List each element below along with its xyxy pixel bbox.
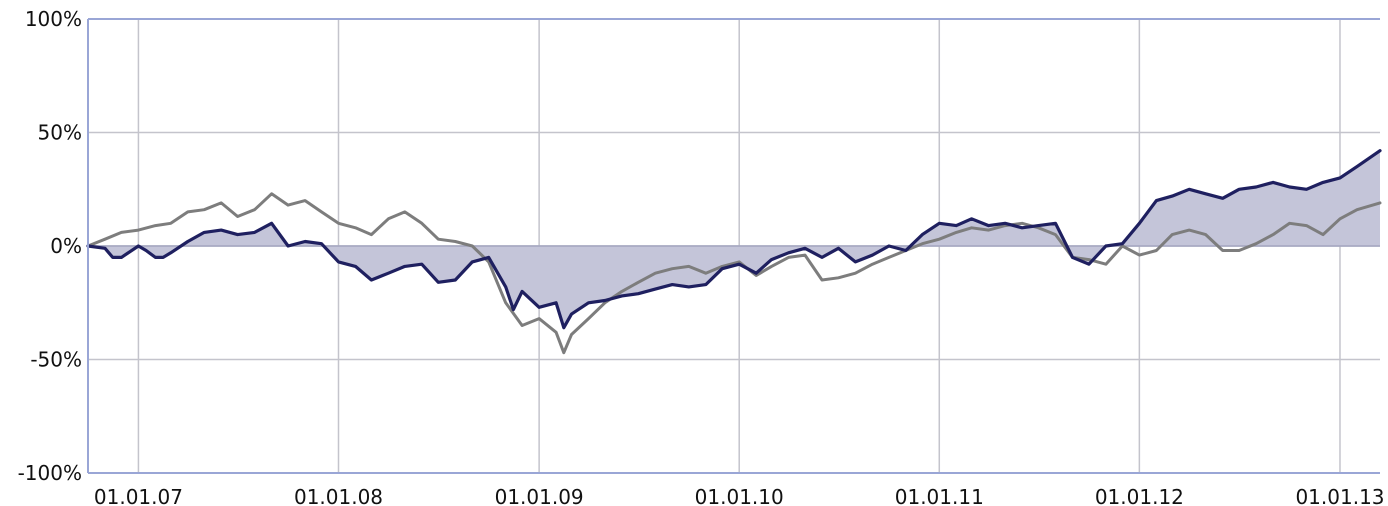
y-axis-tick-labels: 100% 50% 0% -50% -100% [18, 7, 82, 485]
x-tick-label: 01.01.08 [294, 485, 383, 506]
y-tick-label: -50% [30, 348, 82, 372]
y-tick-label: 50% [38, 121, 82, 145]
x-tick-label: 01.01.10 [695, 485, 784, 506]
y-tick-label: 0% [50, 234, 82, 258]
x-tick-label: 01.01.13 [1295, 485, 1384, 506]
x-tick-label: 01.01.12 [1095, 485, 1184, 506]
y-tick-label: 100% [25, 7, 82, 31]
y-tick-label: -100% [18, 461, 82, 485]
x-axis-tick-labels: 01.01.07 01.01.08 01.01.09 01.01.10 01.01.11… [94, 485, 1385, 506]
x-tick-label: 01.01.11 [895, 485, 984, 506]
x-tick-label: 01.01.09 [495, 485, 584, 506]
x-tick-label: 01.01.07 [94, 485, 183, 506]
